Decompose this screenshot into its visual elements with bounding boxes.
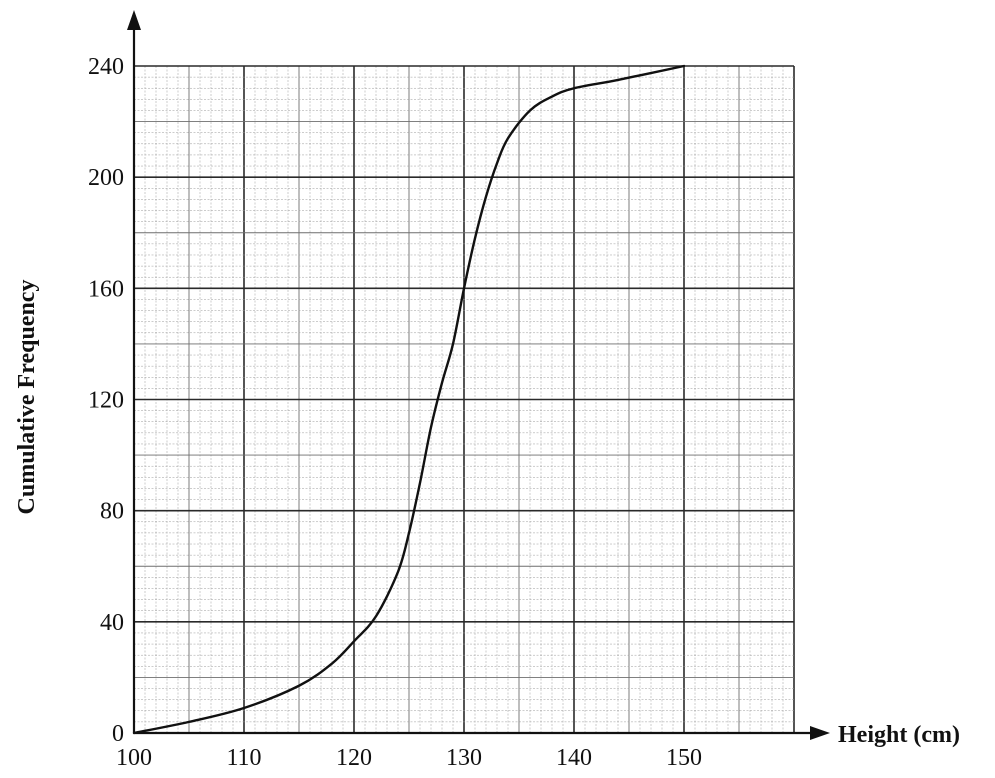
y-tick-label: 200 bbox=[88, 165, 124, 191]
x-tick-label: 120 bbox=[336, 745, 372, 771]
y-axis-title: Cumulative Frequency bbox=[14, 280, 40, 515]
x-tick-label: 140 bbox=[556, 745, 592, 771]
graph-paper-grid bbox=[133, 65, 795, 734]
x-tick-label: 150 bbox=[666, 745, 702, 771]
x-tick-label: 110 bbox=[226, 745, 261, 771]
y-tick-label: 120 bbox=[88, 388, 124, 414]
y-tick-label: 240 bbox=[88, 54, 124, 80]
x-tick-label: 100 bbox=[116, 745, 152, 771]
y-tick-label: 80 bbox=[100, 499, 124, 525]
axes bbox=[127, 10, 830, 740]
x-axis-title: Height (cm) bbox=[838, 722, 960, 748]
x-tick-label: 130 bbox=[446, 745, 482, 771]
y-tick-labels: 0 40 80 120 160 200 240 bbox=[88, 54, 124, 747]
y-tick-label: 160 bbox=[88, 276, 124, 302]
x-axis-arrow-icon bbox=[810, 726, 830, 740]
cumulative-frequency-curve bbox=[132, 64, 686, 735]
y-tick-label: 40 bbox=[100, 610, 124, 636]
y-tick-label: 0 bbox=[112, 721, 124, 747]
y-axis-arrow-icon bbox=[127, 10, 141, 30]
x-tick-labels: 100 110 120 130 140 150 bbox=[116, 745, 702, 771]
